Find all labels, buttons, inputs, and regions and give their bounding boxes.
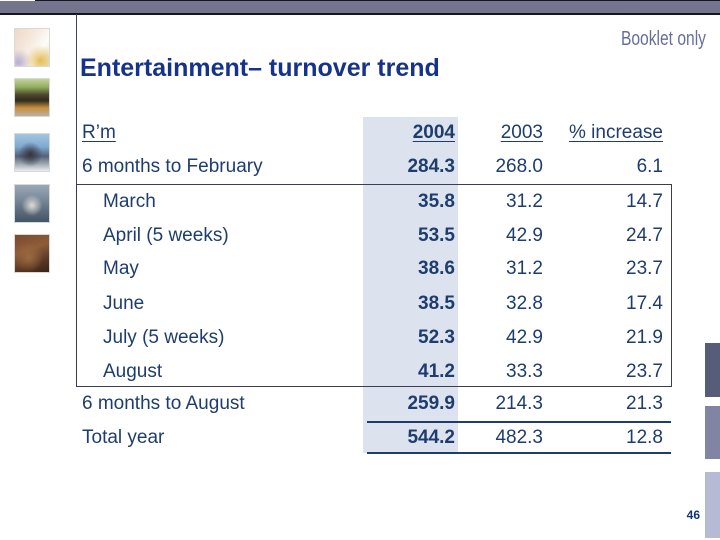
- table-row: July (5 weeks) 52.3 42.9 21.9: [0, 327, 720, 349]
- row-label: July (5 weeks): [103, 327, 225, 348]
- top-band: [0, 1, 720, 15]
- row-label: May: [103, 258, 139, 279]
- column-2004-shading: [363, 117, 458, 453]
- value-pct: 12.8: [626, 427, 663, 448]
- value-2003: 482.3: [495, 427, 543, 448]
- watermark-booklet-only: Booklet only: [621, 28, 706, 50]
- row-label: 6 months to August: [82, 393, 245, 414]
- slide-title: Entertainment– turnover trend: [80, 54, 440, 82]
- value-2004: 38.6: [418, 258, 455, 279]
- value-2003: 214.3: [495, 393, 543, 414]
- value-2004: 41.2: [418, 361, 455, 382]
- column-header-2004: 2004: [412, 122, 455, 143]
- row-label: Total year: [82, 427, 165, 448]
- value-2004: 284.3: [407, 156, 455, 177]
- totals-bottom-rule: [367, 452, 671, 454]
- row-label: April (5 weeks): [103, 225, 229, 246]
- value-pct: 21.9: [626, 327, 663, 348]
- face-with-flower-photo: [14, 28, 50, 67]
- value-2003: 31.2: [506, 258, 543, 279]
- value-2004: 53.5: [418, 225, 455, 246]
- value-2003: 42.9: [506, 225, 543, 246]
- table-header-row: R’m 2004 2003 % increase: [0, 122, 720, 144]
- page-number: 46: [686, 508, 700, 522]
- potted-plants-photo: [14, 78, 50, 117]
- woman-blue-sky-photo: [14, 133, 50, 172]
- value-2003: 32.8: [506, 293, 543, 314]
- value-pct: 23.7: [626, 258, 663, 279]
- value-2003: 33.3: [506, 361, 543, 382]
- row-label: March: [103, 191, 156, 212]
- value-pct: 21.3: [626, 393, 663, 414]
- column-header-pct-increase: % increase: [569, 122, 663, 143]
- value-pct: 24.7: [626, 225, 663, 246]
- value-2004: 38.5: [418, 293, 455, 314]
- value-2003: 31.2: [506, 191, 543, 212]
- table-row: August 41.2 33.3 23.7: [0, 361, 720, 383]
- value-2003: 42.9: [506, 327, 543, 348]
- value-2003: 268.0: [495, 156, 543, 177]
- totals-top-rule: [367, 421, 671, 423]
- value-2004: 544.2: [407, 427, 455, 448]
- row-label: August: [103, 361, 163, 382]
- table-row: April (5 weeks) 53.5 42.9 24.7: [0, 225, 720, 247]
- right-bar-mid: [705, 406, 720, 459]
- table-row: 6 months to February 284.3 268.0 6.1: [0, 156, 720, 178]
- right-bar-light: [705, 472, 720, 538]
- table-row: Total year 544.2 482.3 12.8: [0, 427, 720, 449]
- value-pct: 17.4: [626, 293, 663, 314]
- table-row: May 38.6 31.2 23.7: [0, 258, 720, 280]
- value-2004: 35.8: [418, 191, 455, 212]
- table-row: June 38.5 32.8 17.4: [0, 293, 720, 315]
- table-row: 6 months to August 259.9 214.3 21.3: [0, 393, 720, 415]
- top-band-topline: [35, 0, 720, 1]
- right-bar-dark: [705, 343, 720, 397]
- face-closeup-photo: [14, 234, 50, 273]
- value-pct: 14.7: [626, 191, 663, 212]
- row-label: June: [103, 293, 145, 314]
- value-pct: 6.1: [636, 156, 663, 177]
- value-2004: 259.9: [407, 393, 455, 414]
- value-2004: 52.3: [418, 327, 455, 348]
- column-header-2003: 2003: [500, 122, 543, 143]
- table-border-box: [76, 184, 672, 387]
- corner-label: R’m: [82, 122, 116, 143]
- industrial-scene-photo: [14, 184, 50, 223]
- value-pct: 23.7: [626, 361, 663, 382]
- row-label: 6 months to February: [82, 156, 263, 177]
- table-row: March 35.8 31.2 14.7: [0, 191, 720, 213]
